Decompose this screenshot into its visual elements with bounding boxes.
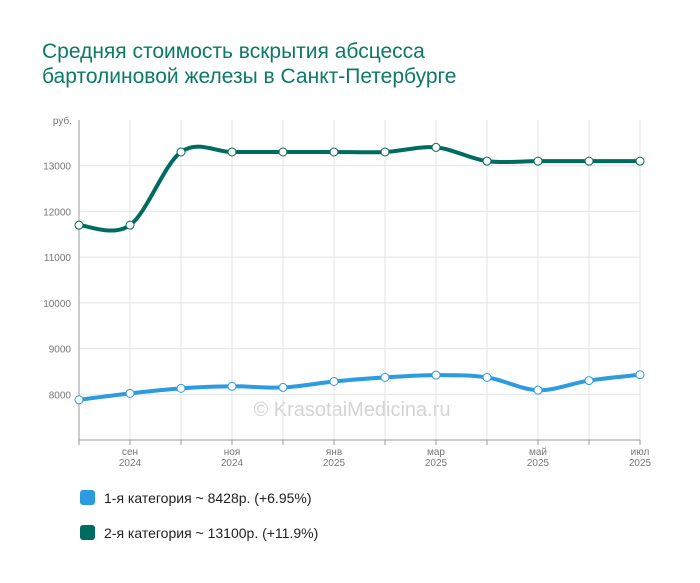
series-line [78,372,641,402]
x-tick-label: июл [631,447,650,458]
data-point [635,156,645,166]
x-tick-label: янв [326,447,342,458]
data-point [125,220,135,230]
legend-label: 2-я категория ~ 13100р. (+11.9%) [104,525,318,541]
data-point [74,220,84,230]
y-tick-label: 9000 [49,345,72,356]
x-tick-label: 2025 [629,458,652,469]
x-tick-label: 2025 [425,458,448,469]
x-tick-label: 2024 [119,458,142,469]
data-point [431,142,441,152]
y-tick-label: 11000 [44,253,72,264]
data-point [278,147,288,157]
y-tick-label: 13000 [43,162,71,173]
data-point [584,156,594,166]
series-line [78,144,640,233]
data-point [227,381,237,391]
data-point [431,370,441,380]
watermark: © KrasotaiMedicina.ru [253,399,450,421]
legend-swatch [80,490,95,505]
x-tick-label: ноя [224,447,241,458]
data-point [329,376,339,386]
chart-title: Средняя стоимость вскрытия абсцесса [42,40,425,63]
data-point [176,147,186,157]
y-axis-label: руб. [53,115,72,127]
data-point [482,156,492,166]
data-point [74,395,84,405]
data-point [125,388,135,398]
data-point [533,385,543,395]
chart-title: бартолиновой железы в Санкт-Петербурге [42,65,456,88]
data-point [329,147,339,157]
x-tick-label: май [529,447,547,458]
data-point [635,370,645,380]
data-point [584,376,594,386]
data-point [533,156,543,166]
y-tick-label: 8000 [49,390,72,401]
x-tick-label: 2025 [323,458,346,469]
x-tick-label: мар [427,447,445,458]
data-point [176,383,186,393]
data-point [482,372,492,382]
data-point [278,382,288,392]
y-tick-label: 12000 [43,207,71,218]
data-point [227,147,237,157]
x-tick-label: 2024 [221,458,244,469]
x-tick-label: сен [122,447,138,458]
x-tick-label: 2025 [527,458,550,469]
legend-label: 1-я категория ~ 8428р. (+6.95%) [104,490,312,506]
y-tick-label: 10000 [43,299,71,310]
data-point [380,147,390,157]
data-point [380,372,390,382]
legend-swatch [80,525,95,540]
